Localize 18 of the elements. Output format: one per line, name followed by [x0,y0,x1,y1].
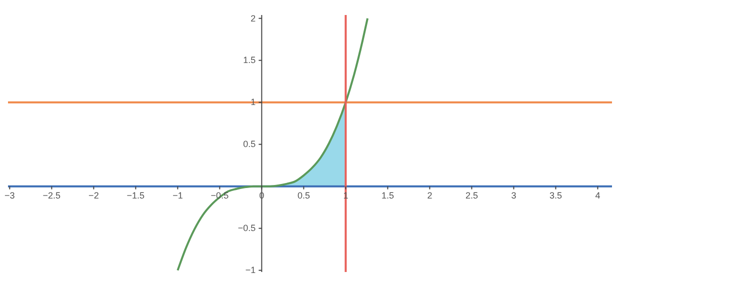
y-tick-label: 2 [250,13,256,24]
x-tick-label: 3 [511,190,516,201]
x-tick-label: −2.5 [42,190,61,201]
x-tick-label: 3.5 [549,190,562,201]
y-tick-label: 1.5 [243,55,256,66]
y-tick-label: −0.5 [238,223,256,234]
y-tick-label: −1 [245,265,256,276]
x-tick-label: −1.5 [126,190,145,201]
x-tick-label: −3 [4,190,15,201]
x-tick-label: 1 [343,190,348,201]
x-tick-label: −1 [172,190,183,201]
x-tick-label: −2 [88,190,99,201]
y-tick-label: 0.5 [243,139,256,150]
x-tick-label: 2.5 [465,190,478,201]
x-tick-label: 1.5 [381,190,394,201]
x-tick-label: 4 [595,190,600,201]
x-tick-label: 2 [427,190,432,201]
x-tick-label: 0.5 [297,190,310,201]
